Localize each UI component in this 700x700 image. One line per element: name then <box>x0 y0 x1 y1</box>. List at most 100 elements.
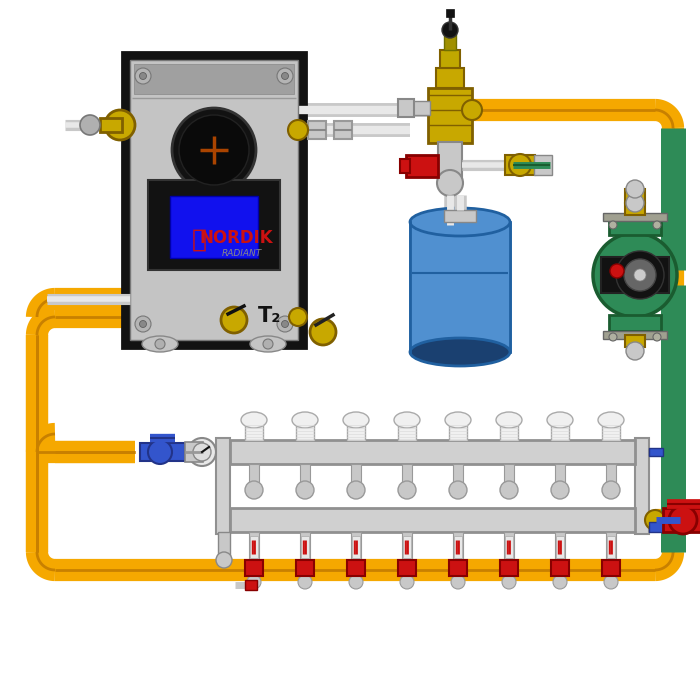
Bar <box>398 99 414 117</box>
Bar <box>250 536 258 558</box>
Circle shape <box>105 110 135 140</box>
Circle shape <box>609 333 617 341</box>
Bar <box>300 464 310 484</box>
Circle shape <box>634 269 646 281</box>
Bar <box>444 210 476 222</box>
Ellipse shape <box>445 412 471 428</box>
Circle shape <box>653 221 661 229</box>
Bar <box>245 560 263 576</box>
Circle shape <box>551 481 569 499</box>
Bar <box>352 536 360 558</box>
Circle shape <box>263 339 273 349</box>
Bar <box>130 60 298 340</box>
Circle shape <box>155 339 165 349</box>
Bar <box>296 424 314 440</box>
Bar <box>185 442 203 462</box>
Circle shape <box>462 100 482 120</box>
Circle shape <box>277 316 293 332</box>
Bar <box>551 560 569 576</box>
Circle shape <box>216 552 232 568</box>
Circle shape <box>626 180 644 198</box>
Bar <box>625 335 645 347</box>
Bar <box>148 180 280 270</box>
Circle shape <box>245 481 263 499</box>
Circle shape <box>437 170 463 196</box>
Circle shape <box>509 154 531 176</box>
Bar <box>301 536 309 558</box>
Bar <box>403 536 411 558</box>
Circle shape <box>347 481 365 499</box>
Circle shape <box>277 68 293 84</box>
Circle shape <box>80 115 100 135</box>
Circle shape <box>148 440 172 464</box>
Bar <box>249 464 259 484</box>
Circle shape <box>247 575 261 589</box>
Bar <box>347 560 365 576</box>
Circle shape <box>298 575 312 589</box>
Bar <box>649 448 663 456</box>
Circle shape <box>451 575 465 589</box>
Bar <box>245 424 263 440</box>
Circle shape <box>626 194 644 212</box>
Circle shape <box>616 251 664 299</box>
Bar <box>400 159 410 173</box>
Bar <box>100 118 122 132</box>
Ellipse shape <box>343 412 369 428</box>
Circle shape <box>296 481 314 499</box>
Circle shape <box>602 481 620 499</box>
Circle shape <box>669 506 697 534</box>
Bar <box>170 196 258 258</box>
Ellipse shape <box>547 412 573 428</box>
Circle shape <box>310 319 336 345</box>
Bar <box>449 424 467 440</box>
Bar <box>300 532 310 560</box>
Bar <box>607 536 615 558</box>
Bar <box>606 532 616 560</box>
Bar <box>216 438 230 534</box>
Ellipse shape <box>142 336 178 352</box>
Ellipse shape <box>394 412 420 428</box>
Circle shape <box>193 443 211 461</box>
Bar <box>603 213 667 221</box>
Bar <box>308 121 326 139</box>
Bar <box>347 424 365 440</box>
Bar <box>454 536 462 558</box>
Bar <box>351 532 361 560</box>
Bar <box>609 219 661 235</box>
Bar <box>625 203 645 215</box>
Ellipse shape <box>598 412 624 428</box>
Bar <box>140 443 185 461</box>
Circle shape <box>553 575 567 589</box>
Circle shape <box>179 115 249 185</box>
Bar <box>351 464 361 484</box>
Bar <box>602 424 620 440</box>
Bar <box>505 155 535 175</box>
Bar <box>453 532 463 560</box>
Circle shape <box>289 308 307 326</box>
Bar <box>406 155 438 177</box>
Bar <box>635 438 649 534</box>
Circle shape <box>288 120 308 140</box>
Bar <box>500 424 518 440</box>
Bar <box>602 560 620 576</box>
Bar <box>534 155 552 175</box>
Text: Ⓝ: Ⓝ <box>192 228 206 252</box>
Circle shape <box>653 333 661 341</box>
Bar <box>218 532 230 556</box>
Bar <box>134 64 294 94</box>
Bar <box>412 101 430 115</box>
Ellipse shape <box>250 336 286 352</box>
Bar <box>453 464 463 484</box>
Bar <box>504 532 514 560</box>
Circle shape <box>442 22 458 38</box>
Ellipse shape <box>415 342 505 362</box>
Bar <box>556 536 564 558</box>
Bar <box>625 189 645 203</box>
Circle shape <box>624 259 656 291</box>
Circle shape <box>645 510 665 530</box>
Ellipse shape <box>496 412 522 428</box>
Circle shape <box>135 316 151 332</box>
Bar <box>249 532 259 560</box>
Circle shape <box>610 264 624 278</box>
Ellipse shape <box>292 412 318 428</box>
